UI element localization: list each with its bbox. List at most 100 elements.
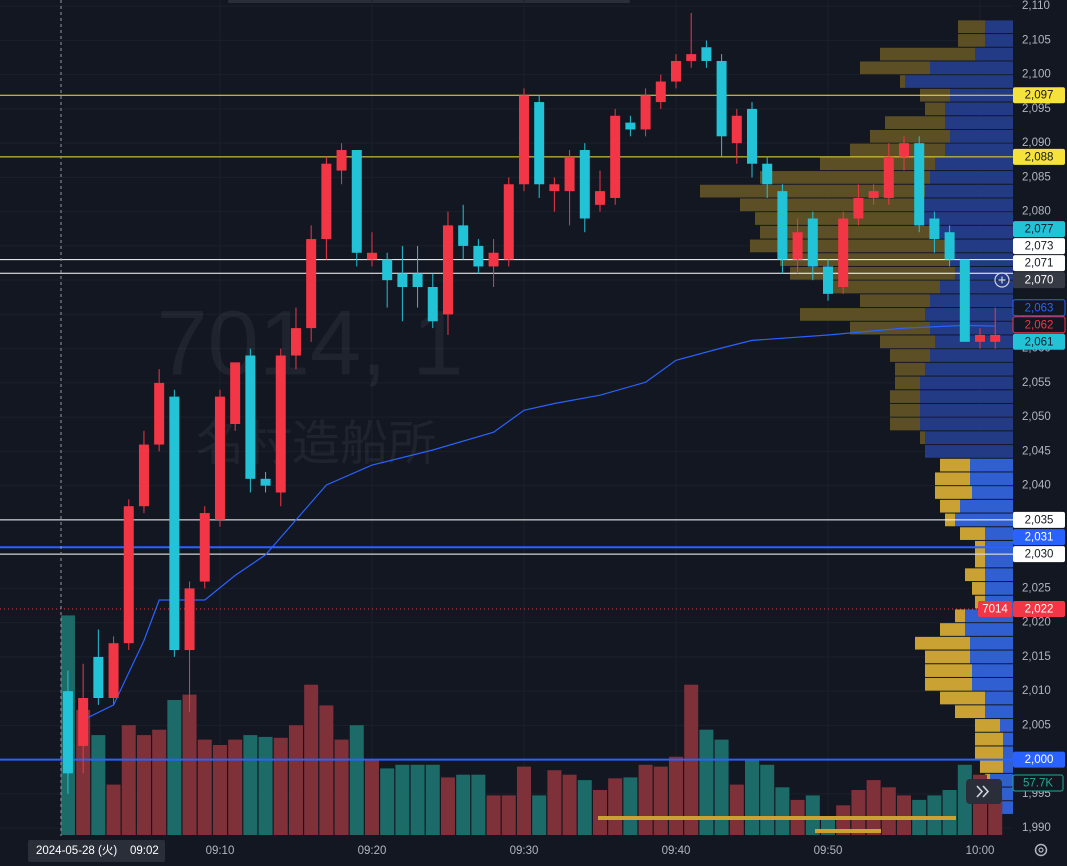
profile-sell	[920, 431, 925, 445]
profile-sell	[860, 61, 930, 75]
profile-sell	[895, 376, 920, 390]
grid	[0, 0, 1013, 835]
profile-sell	[890, 390, 920, 403]
volume-bar	[744, 760, 759, 835]
profile-buy	[930, 171, 1013, 184]
volume-bar	[653, 766, 668, 835]
profile-sell	[935, 486, 972, 499]
profile-sell	[895, 362, 925, 376]
profile-sell	[755, 212, 920, 225]
profile-sell	[860, 294, 930, 308]
candle-body	[230, 362, 241, 425]
top-panel-edge	[228, 0, 630, 3]
candle-body	[975, 334, 986, 342]
profile-sell	[800, 308, 925, 321]
time-axis	[0, 836, 1013, 866]
profile-sell	[915, 636, 970, 650]
profile-sell	[925, 664, 972, 677]
candle-body	[549, 184, 560, 192]
crosshair-time-box	[28, 840, 165, 862]
candle-body	[169, 396, 180, 651]
profile-sell	[975, 554, 985, 568]
profile-buy	[920, 212, 1013, 225]
candle-body	[503, 184, 514, 260]
y-tick-label: 2,090	[1022, 137, 1051, 149]
y-tick-label: 1,990	[1022, 822, 1051, 834]
watermark-name: 名村造船所	[196, 418, 436, 471]
price-label: 2,088	[1025, 151, 1054, 163]
profile-buy	[985, 527, 1013, 540]
volume-bar	[167, 700, 182, 835]
volume-bar	[866, 780, 881, 835]
candle-body	[366, 252, 377, 260]
scroll-button-bg[interactable]	[966, 779, 1002, 804]
settings-icon-center	[1038, 847, 1044, 853]
profile-buy	[972, 677, 1013, 691]
candle-body	[184, 588, 195, 651]
candle-body	[78, 698, 89, 746]
price-label: 2,030	[1025, 549, 1054, 561]
candle-body	[716, 60, 727, 137]
y-tick-label: 2,045	[1022, 445, 1051, 457]
candle-body	[306, 239, 317, 329]
candle-body	[610, 115, 621, 198]
candle-body	[62, 691, 73, 774]
profile-buy	[920, 417, 1013, 431]
candle-body	[686, 54, 697, 61]
profile-buy	[930, 61, 1013, 75]
candle-body	[427, 287, 438, 322]
price-label-box	[1013, 529, 1065, 546]
y-tick-label: 2,005	[1022, 719, 1051, 731]
profile-buy	[985, 20, 1013, 34]
profile-sell	[958, 34, 985, 47]
y-tick-label: 2,095	[1022, 103, 1051, 115]
profile-buy	[920, 403, 1013, 417]
candle-body	[336, 150, 347, 171]
volume-bar	[258, 736, 273, 835]
crosshair-time: 09:02	[130, 845, 159, 857]
crosshair-date: 2024-05-28 (火)	[36, 844, 117, 857]
y-tick-label: 2,110	[1022, 0, 1050, 12]
price-label-box	[1013, 511, 1065, 528]
price-label-box	[1013, 546, 1065, 563]
candle-body	[488, 252, 499, 267]
profile-buy	[930, 349, 1013, 362]
add-button[interactable]	[994, 272, 1010, 288]
candle-body	[199, 513, 210, 582]
settings-icon[interactable]	[1034, 843, 1048, 857]
watermark: 7014, 1 名村造船所	[157, 292, 464, 470]
price-label: 2,035	[1025, 514, 1054, 526]
add-icon[interactable]	[994, 272, 1010, 288]
profile-buy	[925, 431, 1013, 445]
y-tick-label: 2,085	[1022, 171, 1051, 183]
profile-sell	[940, 458, 970, 472]
candle-body	[214, 396, 225, 520]
profile-buy	[920, 390, 1013, 403]
candle-body	[442, 225, 453, 315]
volume-bar	[212, 745, 227, 835]
profile-sell	[940, 499, 960, 513]
profile-sell	[960, 527, 985, 540]
candle-body	[594, 191, 605, 205]
y-tick-label: 2,105	[1022, 34, 1051, 46]
add-icon-plus	[998, 276, 1006, 284]
price-label-box	[1013, 148, 1065, 165]
profile-sell	[935, 472, 970, 486]
profile-buy	[940, 280, 1013, 294]
profile-buy	[965, 623, 1013, 636]
scroll-button[interactable]	[966, 779, 1002, 804]
candle-body	[564, 156, 575, 192]
profile-sell	[925, 650, 970, 664]
candle-body	[792, 232, 803, 260]
volume-bar	[136, 735, 151, 835]
candle-body	[625, 122, 636, 130]
settings-button[interactable]	[1034, 843, 1048, 857]
profile-buy	[970, 650, 1013, 664]
price-label: 2,063	[1025, 302, 1054, 314]
candle-body	[868, 191, 879, 198]
y-tick-label: 2,020	[1022, 617, 1051, 629]
volume-bar	[881, 787, 896, 835]
volume-bar	[532, 795, 547, 835]
candle-body	[655, 81, 666, 103]
